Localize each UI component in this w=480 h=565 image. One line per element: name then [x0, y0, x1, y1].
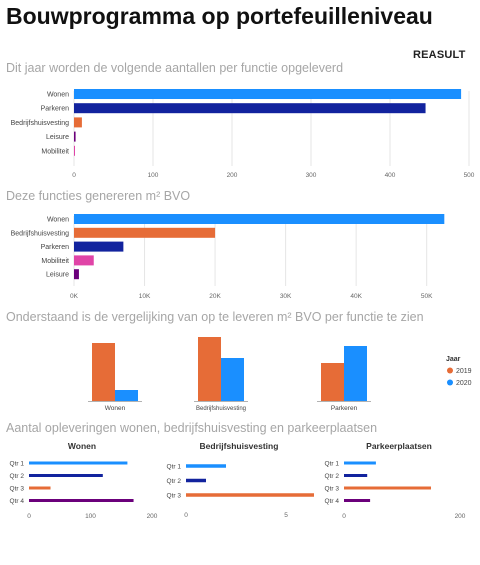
- bar-qtr-2: [29, 474, 103, 477]
- section-title-opleveringen: Aantal opleveringen wonen, bedrijfshuisv…: [6, 421, 378, 435]
- bar-leisure: [74, 131, 76, 142]
- category-label-bedrijfshuisvesting: Bedrijfshuisvesting: [196, 406, 246, 412]
- category-label-wonen: Wonen: [47, 92, 69, 99]
- brand-logo: REASULT: [413, 49, 466, 61]
- x-tick-label: 100: [148, 172, 159, 179]
- category-label-qtr-3: Qtr 3: [325, 486, 340, 493]
- bar-qtr-3: [29, 486, 51, 490]
- x-tick-label: 0: [27, 513, 31, 520]
- bar-qtr-1: [344, 461, 376, 465]
- small-multiple-title: Parkeerplaatsen: [366, 441, 432, 451]
- bar-parkeren-2019: [321, 363, 344, 401]
- category-label-leisure: Leisure: [46, 272, 69, 279]
- x-tick-label: 20K: [209, 293, 221, 300]
- category-label-parkeren: Parkeren: [41, 244, 70, 251]
- chart-opleveringen-bedrijfshuisvesting: Bedrijfshuisvesting 0 5 Qtr 1 Qtr 2 Qtr 3: [167, 441, 314, 519]
- bar-parkeren-2020: [344, 346, 367, 401]
- legend-swatch-2020: [447, 379, 453, 386]
- x-tick-label: 200: [147, 513, 158, 520]
- small-multiple-title: Wonen: [68, 441, 96, 451]
- x-tick-label: 300: [306, 172, 317, 179]
- chart-aantallen-per-functie: 0 100 200 300 400 500 Wonen Parkeren Bedrijfshui…: [11, 89, 475, 179]
- x-tick-label: 50K: [421, 293, 433, 300]
- bar-qtr-4: [344, 499, 371, 502]
- category-label-wonen: Wonen: [105, 405, 126, 412]
- category-label-qtr-1: Qtr 1: [167, 464, 182, 471]
- chart-opleveringen-parkeerplaatsen: Parkeerplaatsen 0 200 Qtr 1 Qtr 2 Qtr 3 Qtr 4: [325, 441, 466, 520]
- category-label-qtr-3: Qtr 3: [10, 486, 25, 493]
- x-tick-label: 200: [227, 172, 238, 179]
- category-label-mobiliteit: Mobiliteit: [41, 258, 69, 265]
- page-title: Bouwprogramma op portefeuilleniveau: [6, 3, 433, 29]
- bar-parkeren: [74, 103, 426, 114]
- category-label-parkeren: Parkeren: [41, 106, 70, 113]
- x-tick-label: 0: [72, 172, 76, 179]
- small-multiple-title: Bedrijfshuisvesting: [200, 441, 279, 451]
- legend-label-2019: 2019: [456, 368, 472, 375]
- x-tick-label: 100: [85, 513, 96, 520]
- bar-wonen-2020: [115, 390, 138, 401]
- bar-bedrijfshuisvesting-2019: [198, 337, 221, 401]
- category-label-qtr-2: Qtr 2: [325, 473, 340, 480]
- section-title-aantallen: Dit jaar worden de volgende aantallen pe…: [6, 61, 344, 75]
- bar-mobiliteit: [74, 145, 75, 156]
- bar-leisure: [74, 269, 79, 280]
- category-label-qtr-1: Qtr 1: [10, 461, 25, 468]
- chart-opleveringen-wonen: Wonen 0 100 200 Qtr 1 Qtr 2 Qtr 3 Qtr 4: [10, 441, 158, 520]
- x-tick-label: 5: [284, 512, 288, 519]
- chart-bvo-per-functie: 0K 10K 20K 30K 40K 50K Wonen Bedrijfshuisvestin…: [11, 214, 445, 300]
- bar-bedrijfshuisvesting: [74, 227, 216, 238]
- bar-wonen-2019: [92, 343, 115, 401]
- section-title-bvo: Deze functies genereren m² BVO: [6, 189, 191, 203]
- category-label-mobiliteit: Mobiliteit: [41, 148, 69, 155]
- legend-title: Jaar: [446, 356, 461, 363]
- x-tick-label: 0: [184, 512, 188, 519]
- category-label-qtr-2: Qtr 2: [10, 473, 25, 480]
- bar-mobiliteit: [74, 255, 94, 266]
- x-tick-label: 0K: [70, 293, 79, 300]
- bar-qtr-2: [344, 474, 368, 477]
- section-title-vergelijking: Onderstaand is de vergelijking van op te…: [6, 310, 424, 324]
- bar-parkeren: [74, 241, 124, 252]
- x-tick-label: 400: [385, 172, 396, 179]
- bar-wonen: [74, 89, 462, 99]
- x-tick-label: 200: [455, 513, 466, 520]
- bar-qtr-3: [344, 486, 431, 490]
- bar-qtr-3: [186, 493, 314, 497]
- bar-qtr-1: [29, 461, 128, 465]
- x-tick-label: 10K: [139, 293, 151, 300]
- bar-qtr-1: [186, 464, 226, 468]
- legend-label-2020: 2020: [456, 380, 472, 387]
- x-tick-label: 0: [342, 513, 346, 520]
- category-label-qtr-4: Qtr 4: [10, 498, 25, 505]
- x-tick-label: 40K: [350, 293, 362, 300]
- legend-swatch-2019: [447, 367, 453, 374]
- x-tick-label: 500: [464, 172, 475, 179]
- category-label-wonen: Wonen: [47, 217, 69, 224]
- bar-qtr-4: [29, 499, 134, 502]
- x-tick-label: 30K: [280, 293, 292, 300]
- bar-qtr-2: [186, 478, 206, 483]
- category-label-qtr-1: Qtr 1: [325, 461, 340, 468]
- category-label-qtr-4: Qtr 4: [325, 498, 340, 505]
- bar-bedrijfshuisvesting-2020: [221, 358, 244, 401]
- bar-wonen: [74, 214, 445, 224]
- category-label-parkeren: Parkeren: [331, 405, 358, 412]
- chart-vergelijking-2019-2020: Wonen Bedrijfshuisvesting Parkeren Jaar 2019…: [88, 337, 472, 412]
- category-label-bedrijfshuisvesting: Bedrijfshuisvesting: [11, 120, 69, 127]
- category-label-qtr-3: Qtr 3: [167, 493, 182, 500]
- category-label-qtr-2: Qtr 2: [167, 478, 182, 485]
- category-label-bedrijfshuisvesting: Bedrijfshuisvesting: [11, 230, 69, 237]
- category-label-leisure: Leisure: [46, 134, 69, 141]
- bar-bedrijfshuisvesting: [74, 117, 82, 128]
